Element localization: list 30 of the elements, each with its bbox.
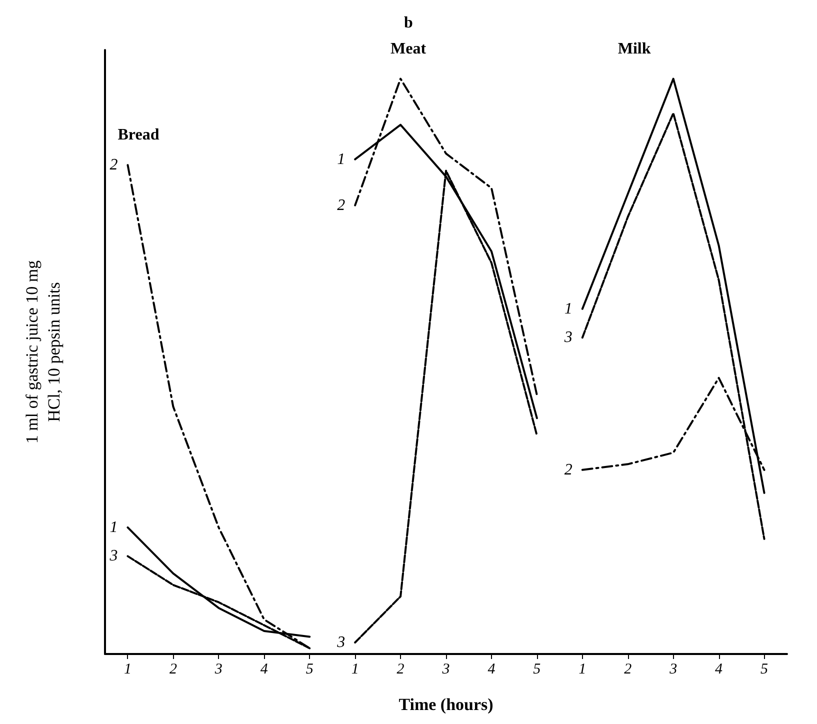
x-tick-label: 3 <box>214 662 222 678</box>
x-tick-label: 2 <box>169 662 178 678</box>
chart-title: b <box>404 14 414 32</box>
x-tick-label: 4 <box>260 662 268 678</box>
series-label: 1 <box>337 150 346 168</box>
annotation: Bread <box>118 126 160 144</box>
y-axis-title: 1 ml of gastric juice 10 mg HCl, 10 pepsin units <box>22 260 64 444</box>
x-tick-label: 2 <box>624 662 632 678</box>
x-tick-label: 1 <box>351 662 359 678</box>
series-label: 3 <box>336 634 346 651</box>
series-label: 3 <box>108 548 118 565</box>
series-label: 1 <box>564 300 572 318</box>
x-tick-label: 3 <box>668 662 678 678</box>
text: Milk <box>618 40 651 58</box>
series-label: 3 <box>563 329 572 346</box>
x-tick-label: 5 <box>306 662 314 678</box>
x-tick-label: 4 <box>715 662 724 678</box>
x-tick-label: 5 <box>760 662 769 678</box>
x-tick-label: 5 <box>533 662 542 678</box>
x-tick-label: 2 <box>396 662 405 678</box>
x-axis-title: Time (hours) <box>398 695 494 714</box>
x-tick-label: 1 <box>578 662 586 678</box>
series-label: 2 <box>337 196 346 214</box>
x-tick-label: 1 <box>124 662 132 678</box>
x-tick-label: 4 <box>488 662 496 678</box>
series-label: 2 <box>564 461 572 478</box>
x-tick-label: 3 <box>441 662 450 678</box>
text: Meat <box>390 40 427 58</box>
series-label: 1 <box>110 518 118 536</box>
series-label: 2 <box>110 156 118 174</box>
